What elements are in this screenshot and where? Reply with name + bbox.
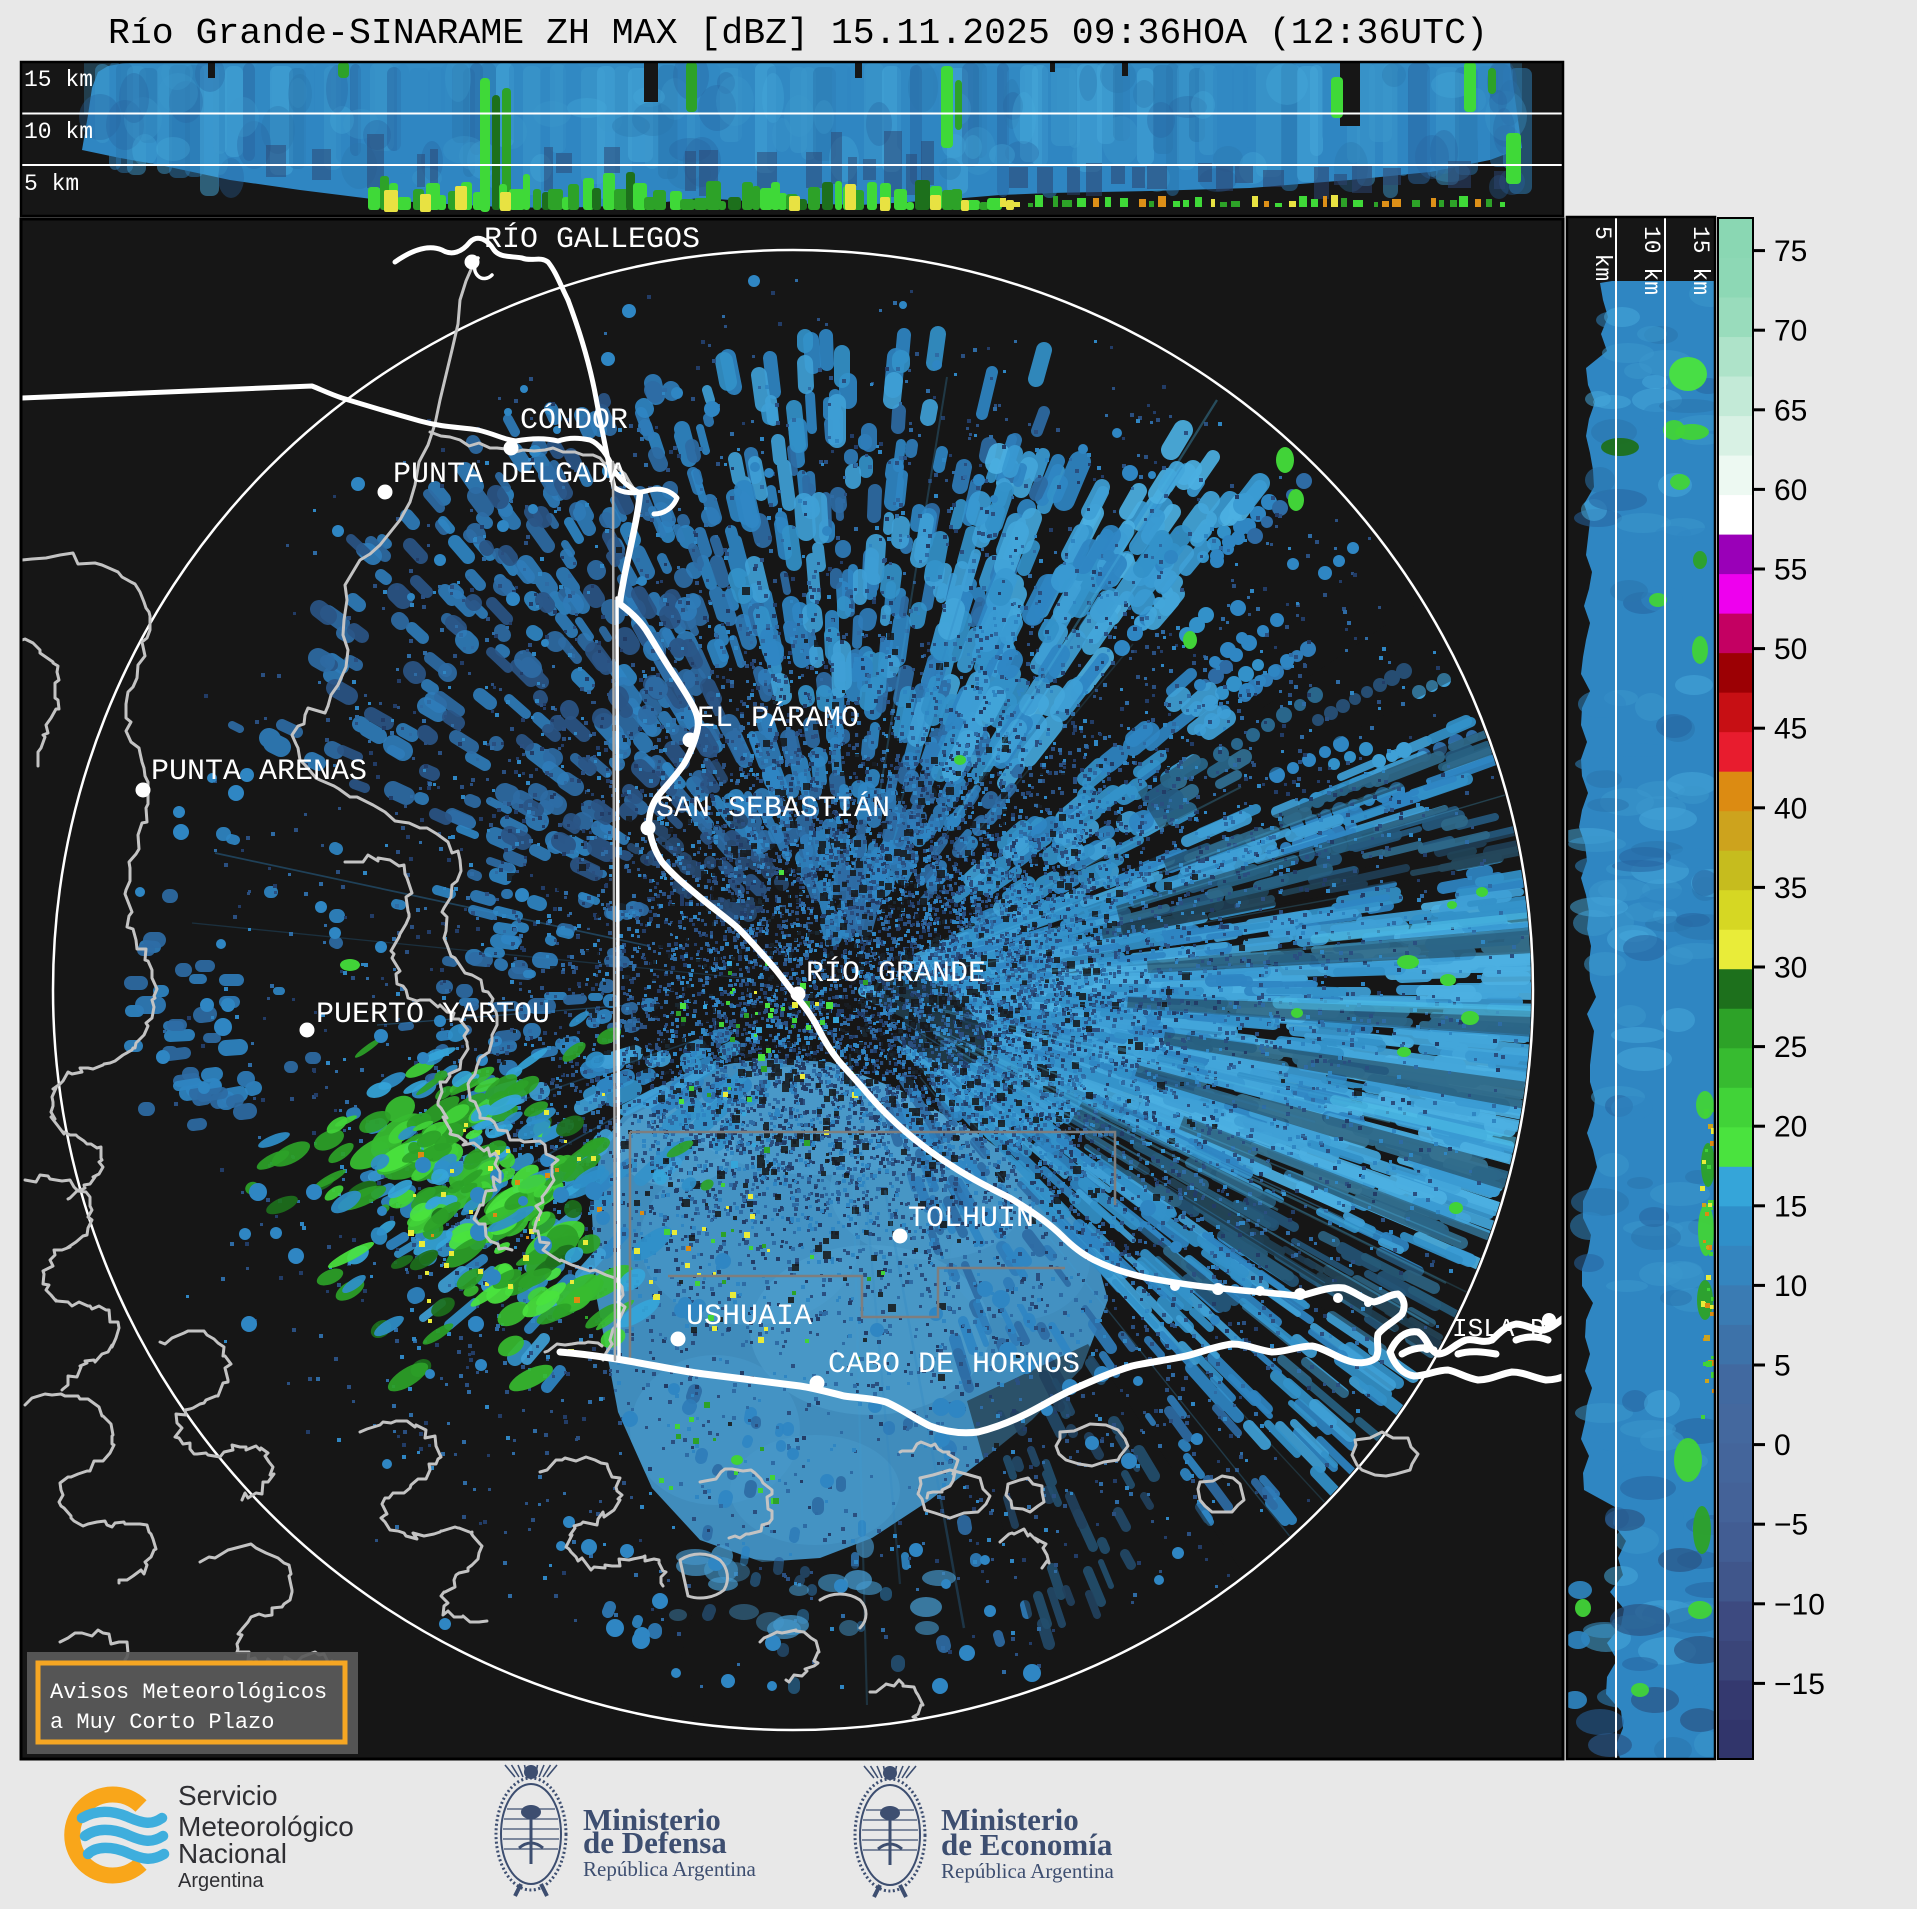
svg-text:PUNTA DELGADA: PUNTA DELGADA [393, 458, 627, 492]
svg-text:25: 25 [1774, 1031, 1807, 1064]
svg-text:65: 65 [1774, 394, 1807, 427]
svg-text:Nacional: Nacional [178, 1838, 287, 1869]
svg-text:75: 75 [1774, 235, 1807, 268]
svg-text:PUERTO YARTOU: PUERTO YARTOU [316, 998, 550, 1032]
svg-text:10 km: 10 km [24, 119, 93, 145]
svg-text:15: 15 [1774, 1190, 1807, 1223]
svg-text:a Muy Corto Plazo: a Muy Corto Plazo [50, 1710, 274, 1735]
svg-text:10: 10 [1774, 1270, 1807, 1303]
svg-text:−10: −10 [1774, 1588, 1825, 1621]
svg-text:70: 70 [1774, 315, 1807, 348]
svg-text:20: 20 [1774, 1111, 1807, 1144]
svg-text:10 km: 10 km [1638, 226, 1664, 295]
svg-text:Ministerio: Ministerio [583, 1802, 721, 1837]
svg-text:de Economía: de Economía [941, 1827, 1113, 1862]
svg-text:45: 45 [1774, 713, 1807, 746]
svg-text:Servicio: Servicio [178, 1780, 278, 1811]
svg-text:ISLA D: ISLA D [1452, 1314, 1546, 1344]
svg-text:SAN SEBASTIÁN: SAN SEBASTIÁN [656, 791, 890, 826]
svg-text:RÍO GALLEGOS: RÍO GALLEGOS [484, 222, 700, 257]
svg-text:15 km: 15 km [24, 67, 93, 93]
svg-text:CÓNDOR: CÓNDOR [520, 403, 628, 438]
svg-text:5 km: 5 km [1589, 226, 1615, 281]
svg-text:Río Grande-SINARAME ZH MAX [dB: Río Grande-SINARAME ZH MAX [dBZ] 15.11.2… [108, 13, 1488, 54]
svg-text:Argentina: Argentina [178, 1870, 264, 1892]
svg-text:CABO DE HORNOS: CABO DE HORNOS [828, 1348, 1080, 1382]
svg-text:República Argentina: República Argentina [941, 1859, 1114, 1883]
svg-text:RÍO GRANDE: RÍO GRANDE [806, 956, 986, 991]
svg-text:de Defensa: de Defensa [583, 1825, 727, 1860]
svg-text:15 km: 15 km [1687, 226, 1713, 295]
svg-text:Ministerio: Ministerio [941, 1802, 1079, 1837]
svg-text:50: 50 [1774, 633, 1807, 666]
svg-text:Avisos Meteorológicos: Avisos Meteorológicos [50, 1680, 327, 1705]
svg-text:−15: −15 [1774, 1668, 1825, 1701]
svg-text:35: 35 [1774, 872, 1807, 905]
svg-text:TOLHUIN: TOLHUIN [908, 1202, 1034, 1236]
svg-text:5 km: 5 km [24, 171, 79, 197]
svg-text:30: 30 [1774, 952, 1807, 985]
svg-text:Meteorológico: Meteorológico [178, 1811, 354, 1842]
svg-text:−5: −5 [1774, 1509, 1808, 1542]
svg-text:USHUAIA: USHUAIA [686, 1300, 812, 1334]
svg-text:República Argentina: República Argentina [583, 1857, 756, 1881]
svg-text:EL PÁRAMO: EL PÁRAMO [697, 701, 859, 736]
svg-text:55: 55 [1774, 554, 1807, 587]
svg-text:5: 5 [1774, 1350, 1791, 1383]
svg-text:PUNTA ARENAS: PUNTA ARENAS [151, 755, 367, 789]
svg-text:40: 40 [1774, 792, 1807, 825]
svg-text:0: 0 [1774, 1429, 1791, 1462]
svg-text:60: 60 [1774, 474, 1807, 507]
